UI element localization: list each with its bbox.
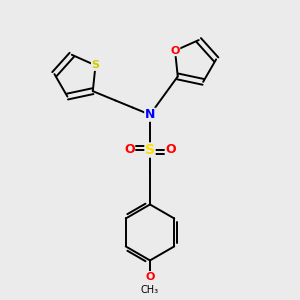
Text: O: O [165, 143, 176, 157]
Text: N: N [145, 108, 155, 121]
Text: O: O [145, 272, 155, 282]
Text: S: S [92, 60, 100, 70]
Text: S: S [145, 143, 155, 157]
Text: CH₃: CH₃ [141, 285, 159, 295]
Text: O: O [170, 46, 180, 56]
Text: O: O [124, 143, 135, 157]
